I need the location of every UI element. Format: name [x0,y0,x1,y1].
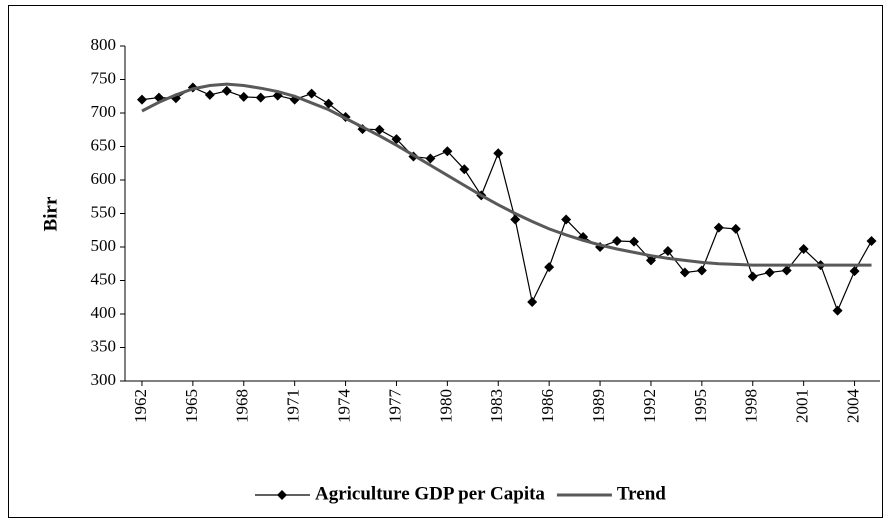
y-tick-label: 750 [91,68,117,87]
data-point [527,296,538,307]
y-tick-label: 500 [91,236,117,255]
data-point [425,153,436,164]
y-tick-label: 350 [91,336,117,355]
x-tick-label: 1998 [742,389,761,423]
data-point [645,255,656,266]
y-tick-label: 800 [91,35,117,54]
data-point [221,85,232,96]
y-tick-label: 600 [91,169,117,188]
x-tick-label: 1968 [233,389,252,423]
data-point [781,265,792,276]
x-tick-label: 1980 [436,389,455,423]
data-point [544,262,555,273]
y-tick-label: 400 [91,303,117,322]
data-point [849,266,860,277]
y-tick-label: 300 [91,370,117,389]
x-tick-label: 1983 [487,389,506,423]
x-tick-label: 1962 [131,389,150,423]
x-tick-label: 1974 [334,389,353,424]
y-axis-label: Birr [40,196,61,231]
data-point [442,146,453,157]
y-tick-label: 550 [91,202,117,221]
data-point [832,305,843,316]
legend-marker [277,490,287,500]
series-line [141,86,873,313]
chart-frame [8,5,883,518]
data-point [391,134,402,145]
data-point [306,88,317,99]
x-tick-label: 1971 [284,389,303,423]
data-point [713,222,724,233]
legend-label: Agriculture GDP per Capita [315,483,545,504]
data-point [866,235,877,246]
data-point [696,265,707,276]
x-tick-label: 1992 [640,389,659,423]
x-tick-label: 1995 [691,389,710,423]
x-tick-label: 2004 [843,389,862,424]
data-point [238,91,249,102]
data-point [255,92,266,103]
data-point [628,236,639,247]
data-point [204,89,215,100]
data-point [561,214,572,225]
data-point [510,214,521,225]
series-line [141,82,872,267]
data-point [747,271,758,282]
x-tick-label: 1965 [182,389,201,423]
x-tick-label: 1986 [538,389,557,423]
data-point [323,98,334,109]
data-point [730,223,741,234]
y-tick-label: 650 [91,135,117,154]
data-point [493,148,504,159]
data-point [136,94,147,105]
data-point [612,235,623,246]
data-point [798,244,809,255]
y-tick-label: 450 [91,269,117,288]
data-point [459,164,470,175]
x-tick-label: 1977 [385,389,404,424]
data-point [764,267,775,278]
data-point [374,124,385,135]
x-tick-label: 2001 [793,389,812,423]
data-point [662,246,673,257]
x-tick-label: 1989 [589,389,608,423]
y-tick-label: 700 [91,102,117,121]
legend-label: Trend [617,483,666,504]
data-point [679,267,690,278]
